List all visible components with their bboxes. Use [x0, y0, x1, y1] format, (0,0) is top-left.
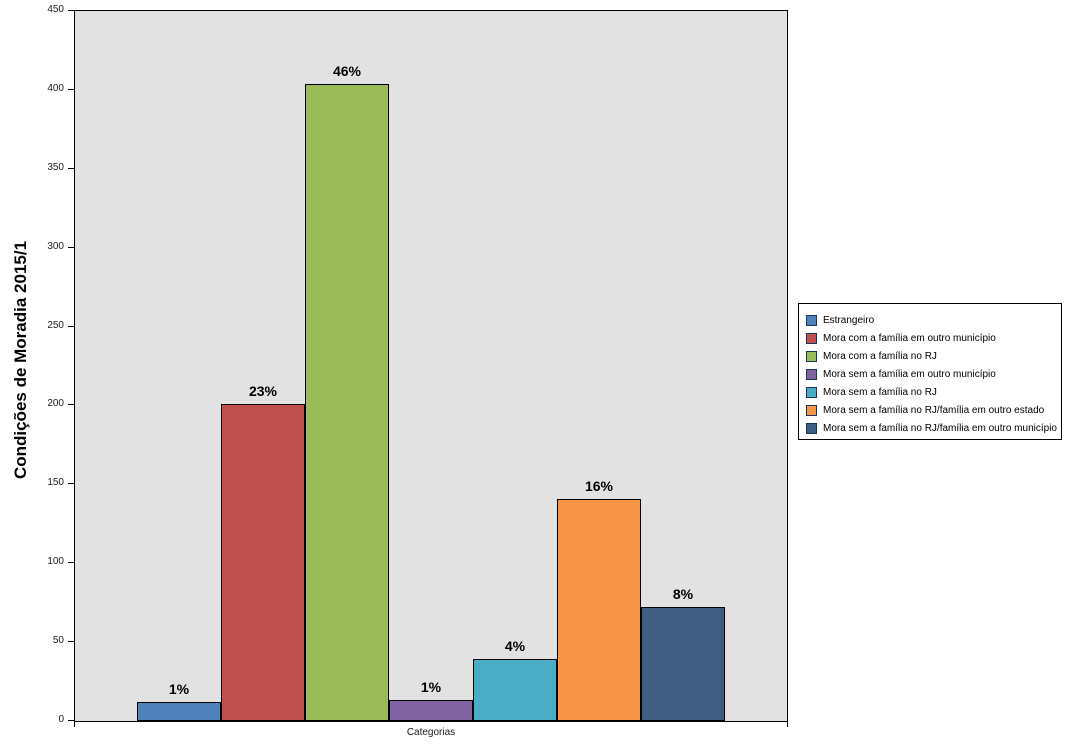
bar-2	[221, 404, 305, 721]
y-tick-mark	[68, 562, 74, 563]
y-tick-label: 350	[47, 162, 64, 173]
y-tick-mark	[68, 641, 74, 642]
y-tick-label: 50	[52, 635, 64, 646]
bar-value-label: 1%	[168, 681, 190, 697]
bar-5	[473, 659, 557, 721]
y-tick-label: 400	[47, 83, 64, 94]
bar-1	[137, 702, 221, 721]
bar-value-label: 1%	[420, 679, 442, 695]
bar-value-label: 16%	[584, 478, 614, 494]
legend-swatch	[806, 314, 817, 326]
y-tick-mark	[68, 404, 74, 405]
y-tick-label: 100	[47, 556, 64, 567]
bar-value-label: 46%	[332, 63, 362, 79]
bar-4	[389, 700, 473, 721]
legend-item: Mora sem a família no RJ/família em outr…	[806, 419, 1061, 437]
x-tick-mark-right	[787, 722, 788, 727]
legend-label: Mora com a família no RJ	[823, 350, 937, 362]
legend-swatch	[806, 386, 817, 398]
legend-swatch	[806, 404, 817, 416]
y-tick-label: 200	[47, 398, 64, 409]
legend-item: Mora com a família no RJ	[806, 347, 1061, 365]
legend-item: Mora sem a família em outro município	[806, 365, 1061, 383]
legend-label: Mora sem a família no RJ	[823, 386, 937, 398]
y-tick-mark	[68, 247, 74, 248]
legend: Estrangeiro Mora com a família em outro m…	[798, 303, 1062, 440]
y-tick-mark	[68, 89, 74, 90]
y-tick-mark	[68, 168, 74, 169]
y-tick-label: 300	[47, 241, 64, 252]
legend-item: Estrangeiro	[806, 311, 1061, 329]
y-axis-title: Condições de Moradia 2015/1	[11, 240, 30, 480]
x-axis-label: Categorias	[406, 727, 456, 738]
legend-swatch	[806, 350, 817, 362]
legend-swatch	[806, 422, 817, 434]
bar-6	[557, 499, 641, 721]
bar-value-label: 23%	[248, 383, 278, 399]
legend-item: Mora sem a família no RJ/família em outr…	[806, 401, 1061, 419]
x-tick-mark-left	[74, 722, 75, 727]
legend-item: Mora com a família em outro município	[806, 329, 1061, 347]
legend-swatch	[806, 332, 817, 344]
y-tick-mark	[68, 720, 74, 721]
bar-value-label: 8%	[672, 586, 694, 602]
bar-value-label: 4%	[504, 638, 526, 654]
legend-item: Mora sem a família no RJ	[806, 383, 1061, 401]
y-tick-label: 0	[58, 714, 64, 725]
y-tick-label: 450	[47, 4, 64, 15]
y-tick-label: 150	[47, 477, 64, 488]
legend-label: Estrangeiro	[823, 314, 875, 326]
legend-label: Mora sem a família no RJ/família em outr…	[823, 422, 1057, 434]
legend-label: Mora sem a família no RJ/família em outr…	[823, 404, 1045, 416]
y-tick-mark	[68, 483, 74, 484]
y-tick-mark	[68, 326, 74, 327]
y-tick-label: 250	[47, 320, 64, 331]
legend-swatch	[806, 368, 817, 380]
bar-3	[305, 84, 389, 721]
bar-7	[641, 607, 725, 721]
legend-label: Mora com a família em outro município	[823, 332, 996, 344]
plot-area: 1% 23% 46% 1% 4% 16% 8%	[74, 10, 788, 722]
y-tick-mark	[68, 10, 74, 11]
legend-label: Mora sem a família em outro município	[823, 368, 996, 380]
